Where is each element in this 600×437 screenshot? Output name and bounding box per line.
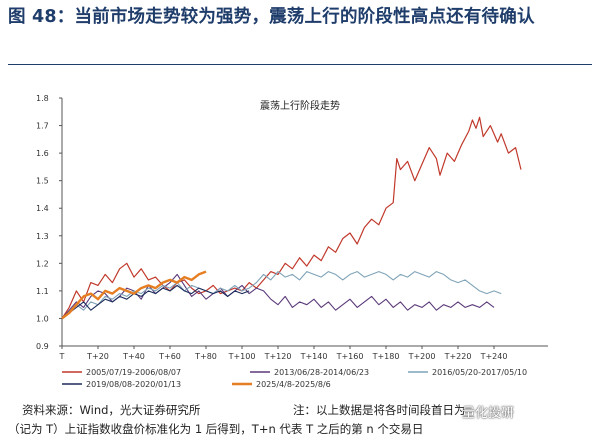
y-tick-label: 0.9 [36, 342, 49, 351]
source-note: 资料来源：Wind，光大证券研究所 [22, 403, 201, 417]
x-tick-label: T+80 [194, 352, 217, 361]
x-tick-label: T+20 [86, 352, 109, 361]
series-line-4 [61, 284, 250, 319]
y-tick-label: 1.7 [36, 122, 49, 131]
watermark-text: 量化投研 [462, 406, 515, 421]
line-chart: 0.9 1.0 1.1 1.2 1.3 1.4 1.5 1.6 1.7 1.8 T T+20 T+40 T… [36, 94, 548, 389]
x-tick-label: T+40 [122, 352, 145, 361]
x-tick-label: T [59, 352, 65, 361]
series-line-1 [61, 116, 522, 319]
series-line-5 [61, 270, 207, 320]
y-tick-label: 1.4 [36, 204, 49, 213]
footnote-line-1: 注：以上数据是将各时间段首日为 [293, 403, 466, 417]
y-tick-label: 1.3 [36, 232, 49, 241]
y-tick-label: 1.8 [36, 94, 49, 103]
title-divider [8, 64, 592, 65]
footnote-line-2: （记为 T）上证指数收盘价标准化为 1 后得到，T+n 代表 T 之后的第 n … [8, 422, 424, 436]
x-tick-label: T+160 [336, 352, 364, 361]
chart-title: 震荡上行阶段走势 [260, 99, 340, 112]
legend-label: 2013/06/28-2014/06/23 [274, 368, 369, 377]
y-tick-label: 1.0 [36, 314, 49, 323]
figure-title: 图 48：当前市场走势较为强势，震荡上行的阶段性高点还有待确认 [8, 7, 535, 27]
x-tick-label: T+100 [228, 352, 256, 361]
x-tick-label: T+200 [408, 352, 436, 361]
y-tick-label: 1.5 [36, 177, 49, 186]
legend-label: 2025/4/8-2025/8/6 [256, 380, 331, 389]
x-tick-label: T+180 [372, 352, 400, 361]
legend-label: 2019/08/08-2020/01/13 [86, 380, 181, 389]
x-tick-label: T+220 [444, 352, 472, 361]
x-tick-label: T+140 [300, 352, 328, 361]
y-tick-label: 1.2 [36, 259, 49, 268]
y-tick-label: 1.6 [36, 149, 49, 158]
legend-label: 2016/05/20-2017/05/10 [432, 368, 527, 377]
x-tick-label: T+60 [158, 352, 181, 361]
series-line-3 [61, 271, 502, 319]
legend-label: 2005/07/19-2006/08/07 [86, 368, 181, 377]
x-tick-label: T+240 [480, 352, 508, 361]
x-tick-label: T+120 [264, 352, 292, 361]
y-tick-label: 1.1 [36, 287, 49, 296]
